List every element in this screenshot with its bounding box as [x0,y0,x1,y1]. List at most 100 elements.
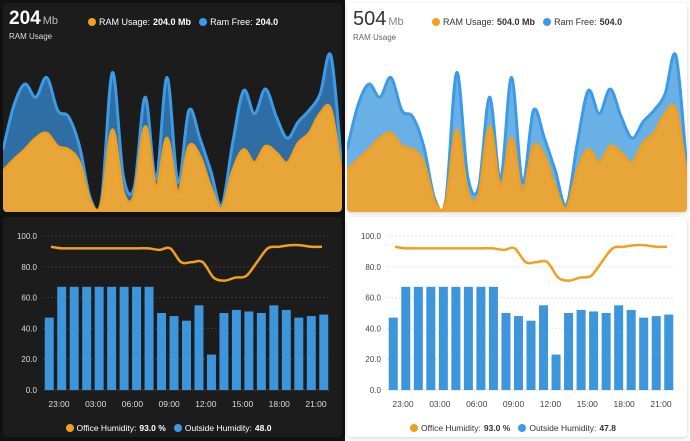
legend-dot-icon [65,424,74,432]
humidity-bar [564,313,574,390]
legend-label: RAM Usage: [443,17,495,27]
office-humidity-line [394,243,668,282]
ram-free-line [347,52,687,212]
legend-ram-usage[interactable]: RAM Usage: 504.0 Mb [432,17,535,27]
legend-value: 93.0 % [139,423,166,433]
legend-dot-icon [88,18,96,26]
humidity-card[interactable]: 100.0 80.0 60.0 40.0 20.0 0.0 23:00 03:00 06:00 0… [3,217,342,437]
humidity-bar [157,313,167,390]
humidity-bar [306,316,316,390]
humidity-bar [576,309,586,390]
legend-ram-free[interactable]: Ram Free: 204.0 [199,17,278,27]
humidity-bar [244,311,254,390]
humidity-legend: Office Humidity: 93.0 % Outside Humidity:… [3,423,342,433]
humidity-bar [426,286,436,390]
humidity-bar [294,317,304,390]
humidity-card[interactable]: 100.0 80.0 60.0 40.0 20.0 0.0 23:00 03:00 06:00 0… [347,217,687,437]
ram-usage-area [3,105,342,212]
humidity-bar [488,286,498,390]
humidity-bar [319,314,329,390]
ram-header: 504 Mb RAM Usage [353,8,404,42]
humidity-bar [256,313,266,390]
humidity-bar [413,286,423,390]
office-humidity-line [50,243,323,282]
ram-usage-line [3,104,342,212]
legend-value: 504.0 Mb [497,17,536,27]
light-theme-panel: 504 Mb RAM Usage RAM Usage: 504.0 Mb Ram F… [345,0,690,441]
x-tick-label: 15:00 [577,399,599,409]
ram-legend: RAM Usage: 504.0 Mb Ram Free: 504.0 [432,17,630,27]
ram-area-chart [347,52,687,212]
y-tick-label: 20.0 [365,355,381,364]
x-tick-label: 06:00 [122,399,144,409]
humidity-bar [57,286,67,390]
ram-usage-card[interactable]: 204 Mb RAM Usage RAM Usage: 204.0 Mb Ram F… [3,3,342,212]
humidity-bar [501,313,511,390]
ram-free-line [3,52,342,212]
x-tick-label: 12:00 [540,399,562,409]
ram-usage-line [347,104,687,212]
legend-ram-usage[interactable]: RAM Usage: 204.0 Mb [88,17,191,27]
legend-value: 204.0 [255,17,279,27]
x-tick-label: 09:00 [159,399,181,409]
y-tick-label: 100.0 [17,232,38,241]
y-tick-label: 80.0 [365,263,381,272]
ram-value: 504 [353,8,387,30]
y-tick-label: 20.0 [21,355,37,364]
x-tick-label: 21:00 [305,399,327,409]
humidity-bar [614,305,624,390]
x-tick-label: 21:00 [650,399,672,409]
legend-label: Ram Free: [210,17,253,27]
y-tick-label: 0.0 [370,386,382,395]
legend-value: 204.0 Mb [153,17,192,27]
humidity-bar [388,317,398,390]
humidity-bar [281,309,291,390]
legend-dot-icon [199,18,208,26]
humidity-bar [82,286,92,390]
humidity-bar [219,313,229,390]
x-tick-label: 18:00 [269,399,291,409]
humidity-bar [401,286,411,390]
ram-subtitle: RAM Usage [353,33,397,42]
ram-usage-card[interactable]: 504 Mb RAM Usage RAM Usage: 504.0 Mb Ram F… [347,3,687,212]
humidity-bar [463,286,473,390]
humidity-bar [182,320,191,390]
legend-dot-icon [518,424,527,432]
humidity-bar [639,317,649,390]
legend-label: Outside Humidity: [529,423,597,433]
y-tick-label: 100.0 [361,232,382,241]
humidity-bar [206,354,216,390]
legend-value: 48.0 [254,423,272,433]
humidity-bar [601,313,611,390]
humidity-bar [69,286,79,390]
legend-dot-icon [432,18,440,26]
legend-value: 93.0 % [483,423,511,433]
humidity-bar [626,309,636,390]
legend-office-humidity[interactable]: Office Humidity: 93.0 % [65,423,166,433]
legend-dot-icon [173,424,182,432]
humidity-bar [476,286,486,390]
x-tick-label: 23:00 [392,399,414,409]
humidity-bar [513,316,523,390]
legend-ram-free[interactable]: Ram Free: 504.0 [543,17,622,27]
legend-office-humidity[interactable]: Office Humidity: 93.0 % [410,423,510,433]
legend-label: Outside Humidity: [184,423,252,433]
legend-outside-humidity[interactable]: Outside Humidity: 48.0 [173,423,272,433]
y-tick-label: 60.0 [21,294,37,303]
humidity-bar [539,305,549,390]
y-tick-label: 80.0 [21,263,37,272]
y-tick-label: 60.0 [365,294,381,303]
dark-theme-panel: 204 Mb RAM Usage RAM Usage: 204.0 Mb Ram F… [0,0,345,441]
x-tick-label: 06:00 [466,399,488,409]
ram-value: 204 [9,8,41,29]
legend-value: 47.8 [599,423,616,433]
humidity-bar [589,311,599,390]
x-tick-label: 23:00 [48,399,70,409]
legend-outside-humidity[interactable]: Outside Humidity: 47.8 [518,423,616,433]
legend-dot-icon [543,18,552,26]
ram-legend: RAM Usage: 204.0 Mb Ram Free: 204.0 [88,17,286,27]
legend-label: Office Humidity: [76,423,137,433]
x-tick-label: 12:00 [195,399,217,409]
ram-unit: Mb [388,16,404,28]
humidity-bar [169,316,179,390]
